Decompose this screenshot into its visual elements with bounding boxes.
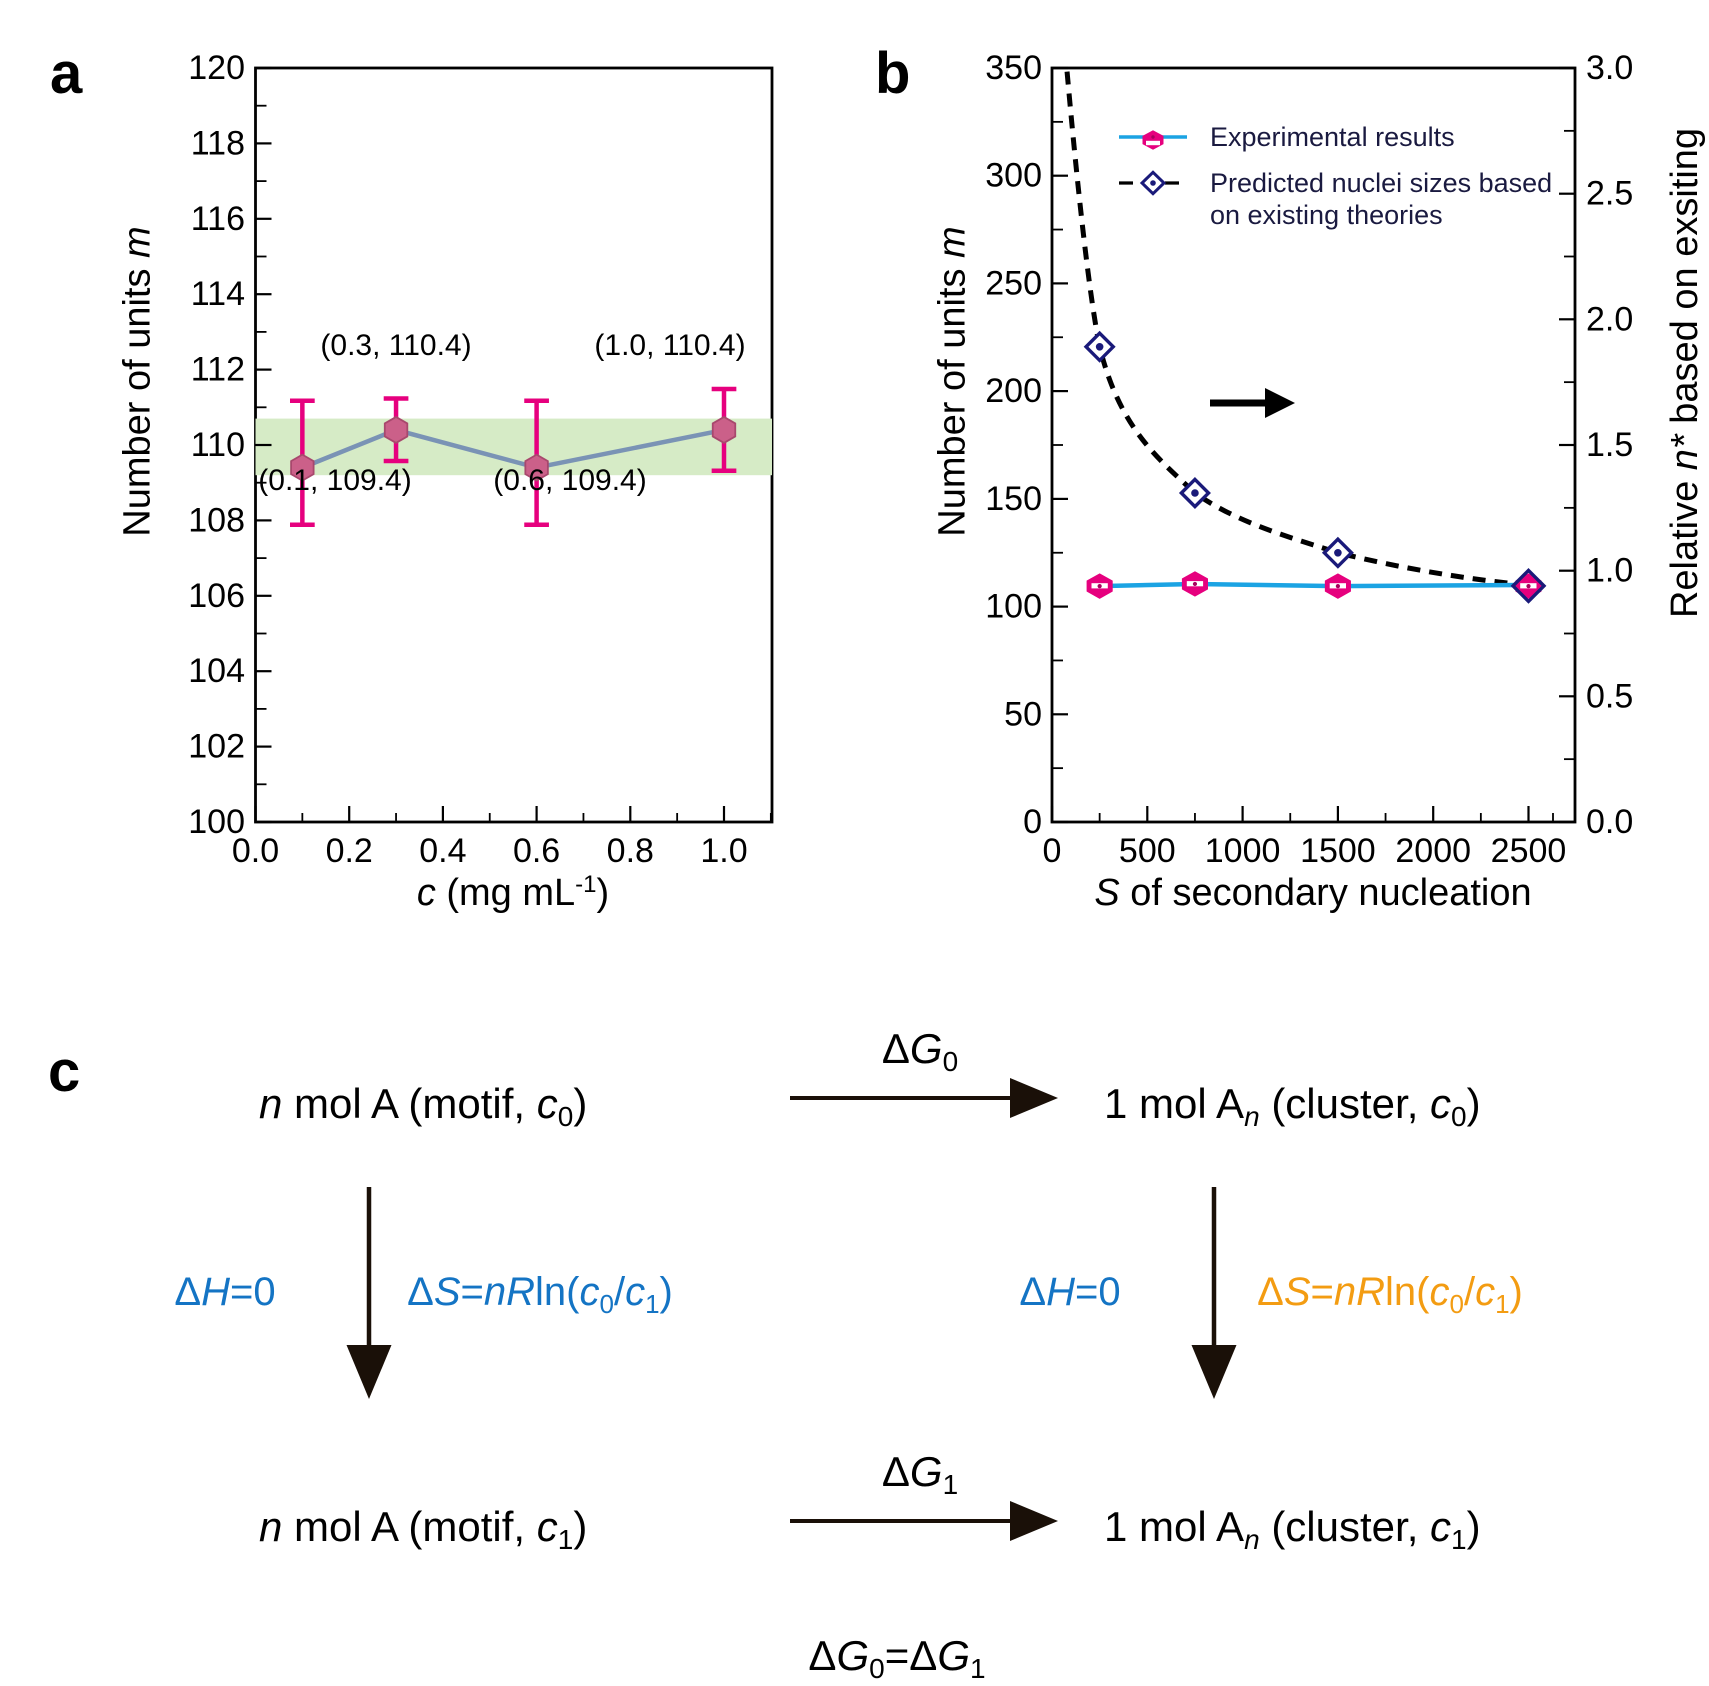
svg-text:110: 110 [191,426,245,464]
svg-text:0: 0 [1023,803,1042,841]
svg-text:2.0: 2.0 [1586,300,1633,338]
svg-text:300: 300 [985,157,1042,195]
svg-text:1 mol An (cluster, c0): 1 mol An (cluster, c0) [1104,1080,1481,1132]
svg-text:106: 106 [188,577,245,615]
svg-text:Predicted nuclei sizes based: Predicted nuclei sizes based [1210,168,1552,198]
svg-text:0.6: 0.6 [513,832,560,870]
svg-text:100: 100 [188,803,245,841]
svg-text:116: 116 [191,200,245,238]
svg-text:(1.0, 110.4): (1.0, 110.4) [594,329,745,362]
svg-text:ΔH=0: ΔH=0 [1019,1270,1120,1314]
svg-text:50: 50 [1004,695,1042,733]
svg-text:120: 120 [188,49,245,87]
svg-text:ΔG1: ΔG1 [882,1448,958,1500]
svg-text:0.2: 0.2 [326,832,373,870]
svg-text:1000: 1000 [1205,832,1281,870]
svg-text:100: 100 [985,588,1042,626]
svg-text:Experimental results: Experimental results [1210,122,1455,152]
svg-text:ΔH=0: ΔH=0 [174,1270,275,1314]
svg-text:104: 104 [188,652,245,690]
svg-text:118: 118 [191,124,245,162]
svg-text:108: 108 [188,501,245,539]
svg-text:ΔS=nRln(c0/c1): ΔS=nRln(c0/c1) [407,1270,673,1319]
svg-text:0.8: 0.8 [607,832,654,870]
svg-text:ΔG0=ΔG1: ΔG0=ΔG1 [808,1632,985,1680]
svg-text:(0.3, 110.4): (0.3, 110.4) [320,329,471,362]
svg-text:102: 102 [188,728,245,766]
svg-text:on existing theories: on existing theories [1210,200,1443,230]
svg-text:ΔG0: ΔG0 [882,1025,958,1077]
svg-text:350: 350 [985,49,1042,87]
svg-text:0.4: 0.4 [419,832,466,870]
svg-text:(0.6, 109.4): (0.6, 109.4) [493,464,646,497]
svg-text:n mol A (motif, c0): n mol A (motif, c0) [259,1080,587,1132]
svg-text:1500: 1500 [1300,832,1376,870]
svg-text:1 mol An (cluster, c1): 1 mol An (cluster, c1) [1104,1503,1481,1555]
svg-text:250: 250 [985,264,1042,302]
svg-text:150: 150 [985,480,1042,518]
svg-text:2.5: 2.5 [1586,175,1633,213]
svg-text:S of secondary nucleation: S of secondary nucleation [1094,872,1531,914]
svg-text:(0.1, 109.4): (0.1, 109.4) [258,464,411,497]
svg-text:2500: 2500 [1491,832,1567,870]
svg-text:n mol A (motif, c1): n mol A (motif, c1) [259,1503,587,1555]
svg-text:1.5: 1.5 [1586,426,1633,464]
svg-text:1.0: 1.0 [700,832,747,870]
svg-text:3.0: 3.0 [1586,49,1633,87]
svg-text:0.0: 0.0 [1586,803,1633,841]
svg-text:0: 0 [1043,832,1062,870]
svg-text:1.0: 1.0 [1586,552,1633,590]
svg-text:112: 112 [191,351,245,389]
svg-text:2000: 2000 [1395,832,1471,870]
svg-text:ΔS=nRln(c0/c1): ΔS=nRln(c0/c1) [1257,1270,1523,1319]
svg-text:114: 114 [191,275,245,313]
svg-text:200: 200 [985,372,1042,410]
svg-text:c (mg mL-1): c (mg mL-1) [417,871,609,915]
svg-text:500: 500 [1119,832,1176,870]
svg-text:0.5: 0.5 [1586,677,1633,715]
